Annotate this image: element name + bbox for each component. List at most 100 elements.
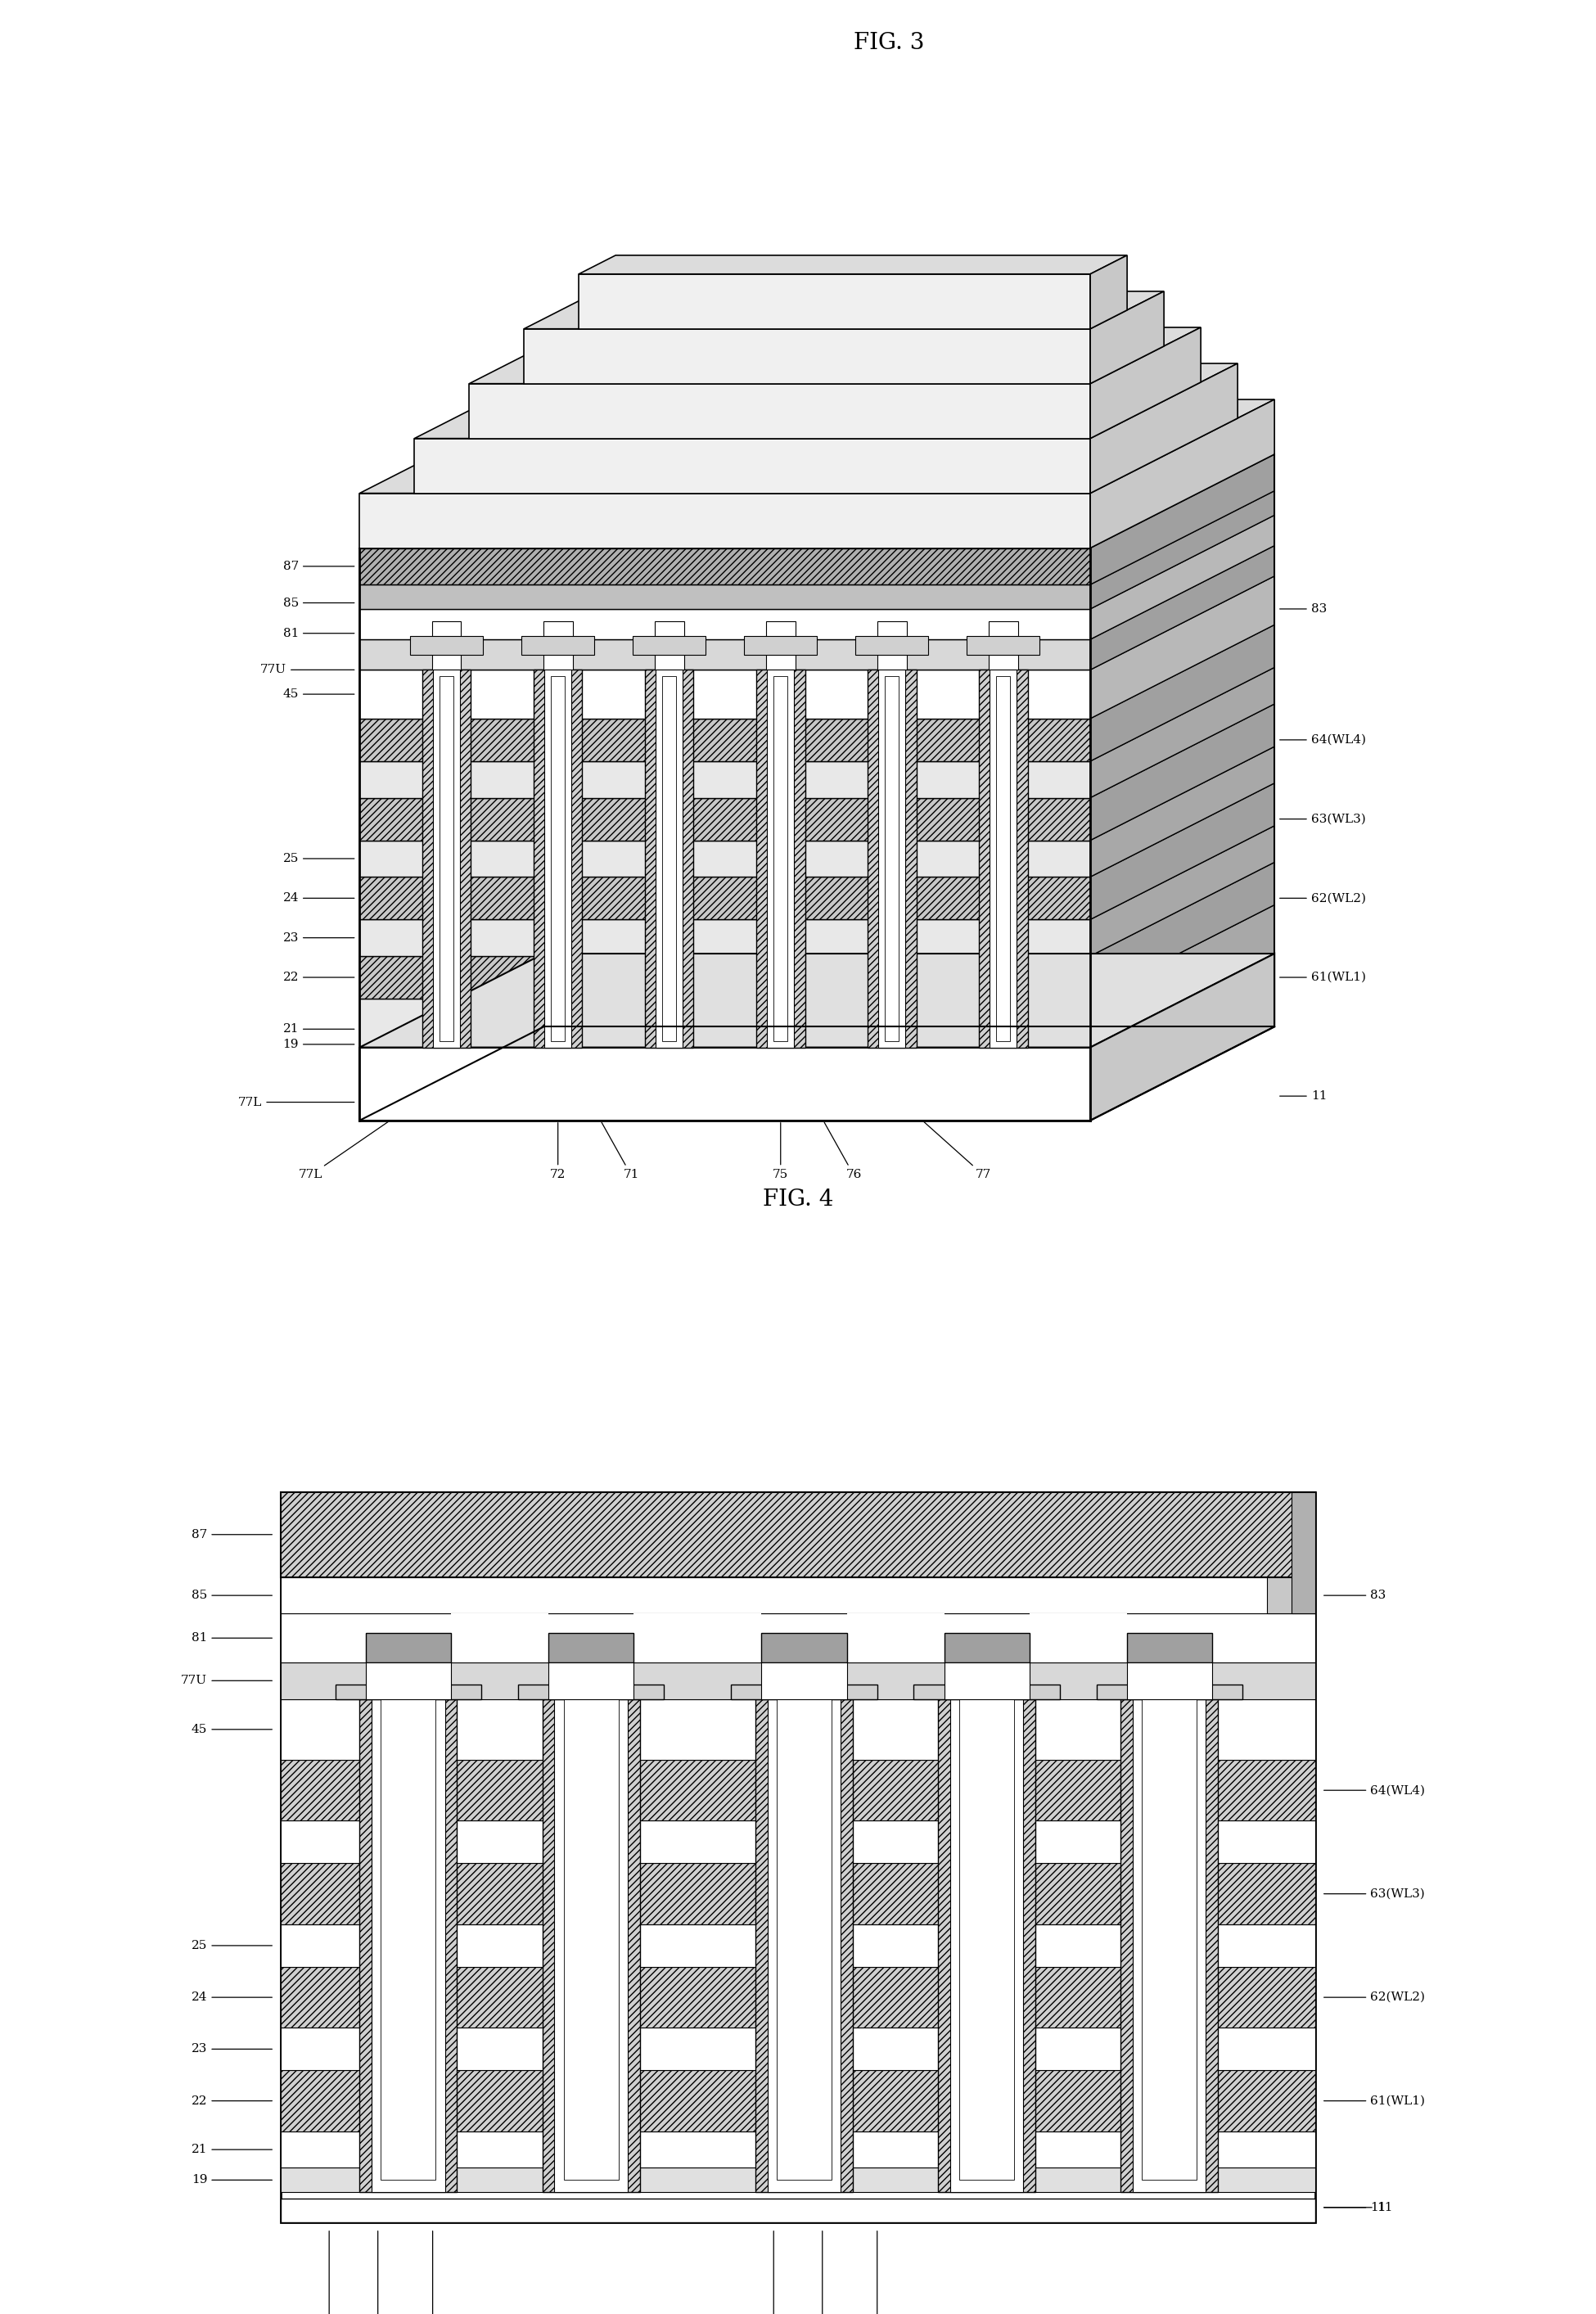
Bar — [359, 1048, 1090, 1120]
Bar — [996, 676, 1010, 1041]
Text: 24: 24 — [282, 893, 354, 905]
Polygon shape — [359, 491, 1275, 585]
Bar — [1127, 1634, 1211, 1661]
Bar — [519, 1685, 664, 1698]
Polygon shape — [1090, 292, 1163, 384]
Bar — [281, 1493, 1315, 2224]
Polygon shape — [359, 953, 1275, 1048]
Bar — [359, 919, 1090, 956]
Bar — [281, 1698, 1315, 1761]
Polygon shape — [359, 703, 1275, 798]
Bar — [1029, 1613, 1127, 1661]
Bar — [281, 1613, 1315, 1661]
Polygon shape — [359, 826, 1275, 919]
Bar — [959, 1698, 1013, 2180]
Text: FIG. 4: FIG. 4 — [763, 1189, 833, 1210]
Bar — [755, 1698, 852, 2191]
Polygon shape — [359, 666, 1275, 761]
Text: 76: 76 — [825, 1122, 862, 1180]
Bar — [774, 676, 787, 1041]
Text: 45: 45 — [282, 690, 354, 699]
Text: 77U: 77U — [260, 664, 354, 676]
Text: 25: 25 — [192, 1939, 271, 1951]
Text: 21: 21 — [282, 1023, 354, 1034]
Bar — [440, 676, 453, 1041]
Bar — [878, 669, 905, 1048]
Bar — [281, 2131, 1315, 2168]
Bar — [281, 2168, 1315, 2191]
Polygon shape — [1090, 576, 1275, 720]
Text: 25: 25 — [282, 854, 354, 865]
Text: 63(WL3): 63(WL3) — [1280, 812, 1366, 824]
Bar — [579, 273, 1090, 329]
Bar — [359, 1000, 1090, 1048]
Polygon shape — [1090, 703, 1275, 840]
Text: 21: 21 — [192, 2143, 271, 2154]
Bar — [1267, 1578, 1315, 1613]
Bar — [381, 1698, 436, 2180]
Polygon shape — [579, 255, 1127, 273]
Bar — [359, 585, 1090, 609]
Bar — [281, 1761, 1315, 1821]
Bar — [988, 620, 1018, 669]
Text: 71: 71 — [425, 2231, 440, 2314]
Bar — [423, 669, 471, 1048]
Polygon shape — [1090, 491, 1275, 609]
Bar — [1127, 1661, 1211, 1698]
Polygon shape — [1090, 666, 1275, 798]
Polygon shape — [1090, 905, 1275, 1048]
Polygon shape — [359, 576, 1275, 669]
Bar — [365, 1634, 452, 1661]
Bar — [967, 636, 1041, 655]
Bar — [359, 493, 1090, 548]
Bar — [847, 1613, 945, 1661]
Bar — [886, 676, 899, 1041]
Bar — [359, 1698, 456, 2191]
Bar — [662, 676, 677, 1041]
Text: 23: 23 — [192, 2043, 271, 2055]
Polygon shape — [359, 516, 1275, 609]
Bar — [554, 1698, 627, 2191]
Text: 71: 71 — [602, 1122, 638, 1180]
Text: 62(WL2): 62(WL2) — [1325, 1992, 1425, 2004]
Bar — [543, 620, 573, 669]
Polygon shape — [1090, 953, 1275, 1120]
Text: 83: 83 — [1280, 604, 1326, 616]
Text: 76: 76 — [814, 2231, 830, 2314]
Bar — [281, 1863, 1315, 1925]
Bar — [433, 669, 460, 1048]
Polygon shape — [1090, 826, 1275, 956]
Bar — [549, 1661, 634, 1698]
Text: 11: 11 — [1325, 2201, 1387, 2212]
Polygon shape — [1090, 546, 1275, 669]
Bar — [281, 1925, 1315, 1967]
Bar — [1143, 1698, 1197, 2180]
Polygon shape — [359, 782, 1275, 877]
Polygon shape — [1090, 326, 1200, 437]
Bar — [281, 1821, 1315, 1863]
Polygon shape — [1090, 400, 1275, 548]
Text: 22: 22 — [192, 2094, 271, 2106]
Bar — [281, 1661, 1315, 1698]
Text: 62(WL2): 62(WL2) — [1280, 893, 1366, 905]
Polygon shape — [1090, 363, 1237, 493]
Bar — [656, 669, 683, 1048]
Bar — [1120, 1698, 1218, 2191]
Bar — [544, 669, 571, 1048]
Bar — [281, 2198, 1315, 2224]
Text: 64(WL4): 64(WL4) — [1325, 1784, 1425, 1796]
Bar — [522, 636, 594, 655]
Bar — [855, 636, 929, 655]
Polygon shape — [1090, 782, 1275, 919]
Text: 77L: 77L — [298, 1122, 388, 1180]
Bar — [761, 1661, 847, 1698]
Bar — [359, 639, 1090, 669]
Bar — [744, 636, 817, 655]
Text: 24: 24 — [192, 1992, 271, 2004]
Text: 22: 22 — [282, 972, 354, 983]
Bar — [1291, 1493, 1315, 1613]
Bar — [978, 669, 1028, 1048]
Bar — [410, 636, 484, 655]
Bar — [551, 676, 565, 1041]
Text: 87: 87 — [192, 1530, 271, 1541]
